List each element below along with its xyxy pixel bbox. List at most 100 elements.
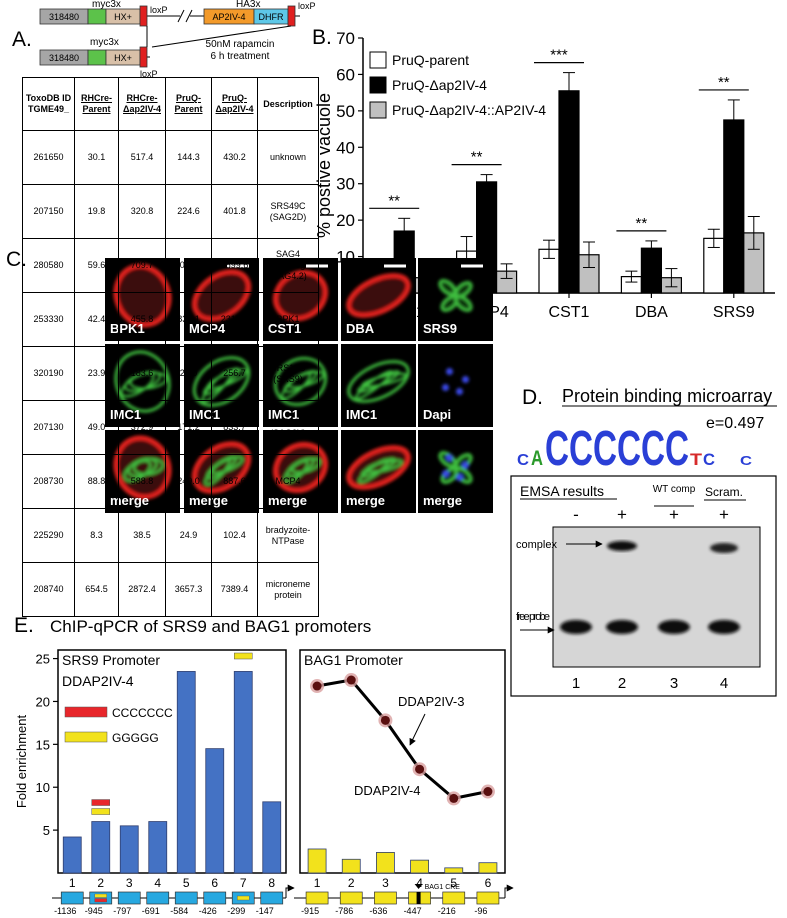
- logo-letter: C: [703, 450, 715, 469]
- header-cell: RHCre-Δap2IV-4: [118, 77, 166, 131]
- table-cell: 30.1: [74, 130, 119, 185]
- x-tick-label: 1: [314, 876, 321, 890]
- panel-label: B.: [312, 26, 332, 49]
- treatment: 50nM rapamcin: [206, 39, 275, 50]
- lane-sign: +: [719, 505, 729, 524]
- x-tick-label: 6: [211, 876, 218, 890]
- table-cell: 7389.4: [211, 562, 258, 617]
- construct-label: HX+: [114, 53, 132, 63]
- table-cell: 588.8: [118, 454, 166, 509]
- stain: [442, 470, 449, 477]
- promoter-element: [305, 891, 329, 905]
- lane-sign: +: [669, 505, 679, 524]
- tss-arrow: [504, 884, 514, 898]
- series-label: DDAP2IV-3: [398, 694, 464, 709]
- header-row: ToxoDB ID TGME49_ RHCre-Parent RHCre-Δap2I…: [22, 77, 319, 131]
- table-cell: 455.8: [118, 292, 166, 347]
- x-tick-label: 6: [485, 876, 492, 890]
- significance-label: **: [388, 192, 400, 209]
- logo-letter: C: [617, 421, 641, 476]
- table-row: 320190 23.9 183.6 28.0 256.7 SRS16B (SRS9): [22, 346, 319, 401]
- chart-subtitle: SRS9 Promoter: [62, 652, 160, 668]
- band: [607, 541, 637, 551]
- table-cell: 2872.4: [118, 562, 166, 617]
- x-tick-label: 4: [416, 876, 423, 890]
- band: [658, 620, 690, 634]
- micrograph-signal: [346, 445, 411, 490]
- construct-label: 318480: [49, 12, 79, 22]
- x-tick-label: 1: [69, 876, 76, 890]
- y-tick-label: 15: [36, 737, 50, 752]
- micrograph: [418, 344, 493, 427]
- table-row: 207150 19.8 320.8 224.6 401.8 SRS49C (SAG2D): [22, 184, 319, 239]
- x-tick-label: CST1: [549, 304, 590, 321]
- logo-letter: C: [569, 421, 593, 476]
- x-tick-label: DBA: [635, 304, 668, 321]
- stain: [456, 474, 463, 481]
- construct-label: myc3x: [90, 37, 119, 48]
- construct-box: [287, 5, 296, 27]
- significance-label: **: [718, 74, 730, 91]
- motif-label: CCCCCCC: [112, 706, 173, 720]
- table-row: 225290 8.3 38.5 24.9 102.4 bradyzoite-NTPase: [22, 508, 319, 563]
- significance-label: **: [636, 215, 648, 232]
- error-bar: [707, 228, 720, 248]
- connector: [177, 9, 185, 23]
- table-row: 261650 30.1 517.4 144.3 430.2 unknown: [22, 130, 319, 185]
- motif-mark: [234, 652, 253, 660]
- promoter-element: [146, 891, 170, 905]
- error-bar: [398, 217, 411, 245]
- construct-label: loxP: [150, 5, 168, 15]
- bar: [91, 821, 111, 874]
- stain: [346, 445, 411, 490]
- promoter-position: -636: [369, 906, 387, 916]
- condition: Scram.: [705, 485, 743, 499]
- table-cell: 2315.6: [211, 292, 258, 347]
- header-cell: PruQ-Parent: [165, 77, 212, 131]
- table-row: 208730 88.8 588.8 249.0 887.6 MCP4: [22, 454, 319, 509]
- table-row: 280580 59.6 709.7 1046.2 1899.6 SAG4 homolog …: [22, 238, 319, 293]
- table-cell: 24.9: [165, 508, 212, 563]
- table-cell: 19.8: [74, 184, 119, 239]
- table-cell: 256.7: [211, 346, 258, 401]
- logo-letter: A: [531, 447, 543, 470]
- chart-subtitle: BAG1 Promoter: [304, 652, 403, 668]
- tss-arrow: [285, 884, 295, 898]
- x-tick-label: SRS9: [713, 304, 755, 321]
- stain: [446, 368, 453, 375]
- stain: [347, 360, 410, 403]
- band: [560, 620, 592, 634]
- table-cell: 1899.6: [211, 238, 258, 293]
- motif-mark: [91, 808, 110, 815]
- stain: [365, 459, 403, 473]
- logo-letter: C: [641, 421, 665, 476]
- micrograph-label: SRS9: [423, 321, 457, 336]
- bar: [444, 867, 464, 874]
- promoter-element: [174, 891, 198, 905]
- marker: [415, 764, 425, 774]
- table-cell: 833.7: [211, 400, 258, 455]
- table-cell: 183.6: [118, 346, 166, 401]
- construct-label: loxP: [140, 69, 158, 79]
- logo-letter: C: [545, 421, 569, 476]
- lane-number: 1: [572, 675, 580, 692]
- table-cell: SRS16B (SRS9): [257, 346, 319, 401]
- table-cell: 517.4: [118, 130, 166, 185]
- table-cell: 253330: [22, 292, 75, 347]
- error-bar: [500, 263, 513, 279]
- construct-label: loxP: [298, 1, 316, 11]
- construct-label: AP2IV-4: [212, 12, 245, 22]
- emsa-title: EMSA results: [520, 483, 604, 499]
- bar: [148, 821, 168, 874]
- promoter-element: [89, 891, 113, 905]
- promoter-element: [339, 891, 363, 905]
- table-cell: bradyzoite-NTPase: [257, 508, 319, 563]
- cre-label: BAG1 CRE: [425, 884, 461, 891]
- legend-swatch: [369, 76, 387, 94]
- stain: [462, 376, 469, 383]
- panel-label: A.: [12, 28, 32, 51]
- significance-label: ***: [550, 47, 568, 64]
- y-tick-label: 5: [43, 823, 50, 838]
- legend-label: PruQ-parent: [392, 52, 469, 68]
- table-cell: 88.8: [74, 454, 119, 509]
